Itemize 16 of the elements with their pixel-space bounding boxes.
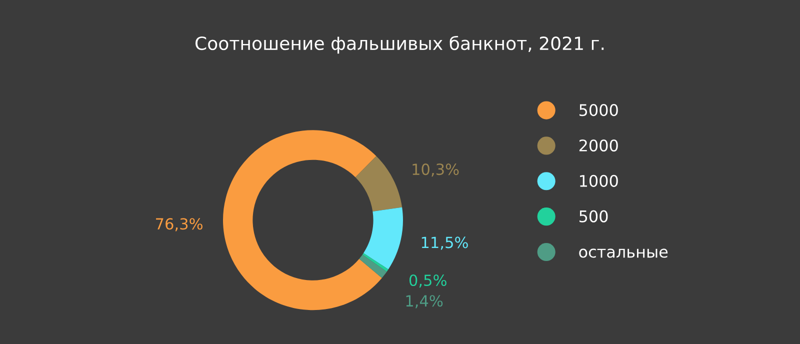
data-label: 0,5%: [409, 274, 446, 288]
legend-label: 500: [580, 210, 608, 222]
data-label: 76,3%: [156, 218, 202, 232]
chart-title: Соотношение фальшивых банкнот, 2021 г.: [196, 36, 604, 54]
donut-slice: [359, 254, 387, 278]
data-label: 1,4%: [406, 295, 443, 308]
data-label: 11,5%: [422, 236, 468, 250]
data-label: 10,3%: [412, 164, 459, 177]
legend-label: 2000: [579, 139, 618, 152]
donut-slice: [362, 253, 388, 272]
donut-slice: [363, 207, 403, 270]
legend-label: 1000: [580, 174, 618, 187]
legend-label: остальные: [579, 248, 668, 258]
donut-slice: [223, 130, 382, 310]
legend-label: 5000: [580, 104, 618, 116]
donut-slice: [355, 156, 402, 212]
